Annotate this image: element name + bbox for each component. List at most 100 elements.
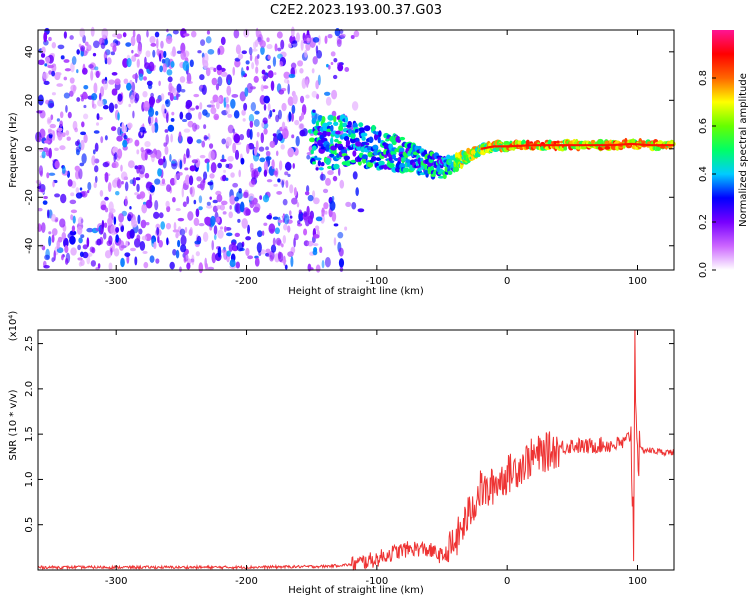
heatmap-cell xyxy=(223,225,227,233)
heatmap-cell xyxy=(230,98,236,109)
heatmap-cell xyxy=(115,226,120,233)
heatmap-cell xyxy=(202,231,209,242)
heatmap-cell xyxy=(97,263,101,269)
heatmap-cell xyxy=(304,191,310,196)
heatmap-cell xyxy=(225,96,229,104)
heatmap-cell xyxy=(172,249,177,256)
heatmap-cell xyxy=(210,215,216,227)
heatmap-x-axis-label: Height of straight line (km) xyxy=(288,286,424,297)
heatmap-cell xyxy=(93,130,100,134)
snr-y-axis-label: SNR (10 * v/v) xyxy=(8,389,19,460)
heatmap-cell xyxy=(118,213,124,223)
heatmap-cell xyxy=(134,256,138,266)
heatmap-cell xyxy=(176,91,179,101)
heatmap-cell xyxy=(83,104,87,109)
heatmap-cell xyxy=(333,58,338,63)
heatmap-x-tick-label: -200 xyxy=(235,276,258,287)
heatmap-cell xyxy=(328,64,331,70)
heatmap-cell xyxy=(83,113,89,120)
heatmap-cell xyxy=(315,45,319,54)
heatmap-cell xyxy=(108,102,115,113)
heatmap-cell xyxy=(242,118,246,122)
heatmap-cell xyxy=(130,35,136,47)
heatmap-cell xyxy=(91,92,98,101)
heatmap-cell xyxy=(112,44,117,53)
heatmap-cell xyxy=(220,36,226,46)
heatmap-signal-cell xyxy=(355,141,362,147)
heatmap-cell xyxy=(125,240,129,248)
heatmap-cell xyxy=(229,205,232,210)
heatmap-cell xyxy=(175,173,181,180)
heatmap-cell xyxy=(130,247,136,252)
heatmap-cell xyxy=(181,118,188,123)
heatmap-cell xyxy=(88,64,94,69)
heatmap-cell xyxy=(276,31,283,39)
heatmap-cell xyxy=(295,32,300,43)
heatmap-cell xyxy=(307,194,314,202)
heatmap-cell xyxy=(51,234,55,243)
heatmap-cell xyxy=(211,252,217,264)
heatmap-cell xyxy=(138,73,144,81)
heatmap-cell xyxy=(246,143,250,155)
heatmap-cell xyxy=(255,58,259,67)
heatmap-cell xyxy=(93,182,97,189)
heatmap-cell xyxy=(162,63,167,73)
heatmap-cell xyxy=(263,161,269,173)
heatmap-cell xyxy=(70,247,77,256)
heatmap-cell xyxy=(165,200,170,208)
heatmap-cell xyxy=(63,92,70,99)
snr-x-tick-label: 0 xyxy=(504,576,510,587)
heatmap-cell xyxy=(312,36,320,43)
heatmap-cell xyxy=(168,82,173,92)
heatmap-cell xyxy=(121,122,125,133)
heatmap-cell xyxy=(287,147,295,158)
heatmap-cell xyxy=(164,129,169,133)
heatmap-cell xyxy=(287,225,291,233)
heatmap-cell xyxy=(113,216,117,225)
heatmap-cell xyxy=(64,68,71,72)
heatmap-cell xyxy=(327,170,334,176)
heatmap-cell xyxy=(116,135,123,142)
heatmap-cell xyxy=(104,196,109,201)
heatmap-cell xyxy=(45,56,51,64)
heatmap-cell xyxy=(291,112,294,122)
heatmap-cell xyxy=(167,76,173,83)
heatmap-cell xyxy=(54,147,59,152)
heatmap-signal-cell xyxy=(310,149,314,155)
heatmap-cell xyxy=(78,237,83,244)
heatmap-cell xyxy=(49,123,57,129)
heatmap-cell xyxy=(315,264,321,273)
heatmap-cell xyxy=(125,42,132,47)
heatmap-signal-cell xyxy=(442,173,447,180)
heatmap-cell xyxy=(134,192,139,196)
heatmap-cell xyxy=(44,63,48,67)
heatmap-cell xyxy=(123,134,128,140)
heatmap-cell xyxy=(170,133,173,143)
heatmap-cell xyxy=(187,136,193,145)
heatmap-cell xyxy=(220,200,228,206)
heatmap-cell xyxy=(330,61,334,66)
heatmap-cell xyxy=(151,123,156,134)
heatmap-cell xyxy=(160,40,164,49)
heatmap-cell xyxy=(239,134,245,141)
heatmap-y-tick-label: 0 xyxy=(24,146,35,152)
heatmap-cell xyxy=(63,59,70,63)
heatmap-cell xyxy=(140,219,147,229)
heatmap-cell xyxy=(209,66,215,70)
heatmap-cell xyxy=(237,218,241,223)
heatmap-cell xyxy=(256,230,263,238)
heatmap-cell xyxy=(249,86,256,90)
heatmap-cell xyxy=(145,221,150,226)
heatmap-cell xyxy=(289,184,294,194)
heatmap-cell xyxy=(69,35,74,40)
heatmap-signal-cell xyxy=(447,170,453,175)
heatmap-cell xyxy=(160,93,165,101)
heatmap-cell xyxy=(82,251,89,259)
heatmap-cell xyxy=(42,200,48,205)
heatmap-cell xyxy=(75,192,83,199)
heatmap-cell xyxy=(291,197,298,205)
heatmap-cell xyxy=(216,64,222,71)
heatmap-cell xyxy=(64,257,69,265)
heatmap-cell xyxy=(104,250,112,259)
heatmap-cell xyxy=(221,138,227,145)
